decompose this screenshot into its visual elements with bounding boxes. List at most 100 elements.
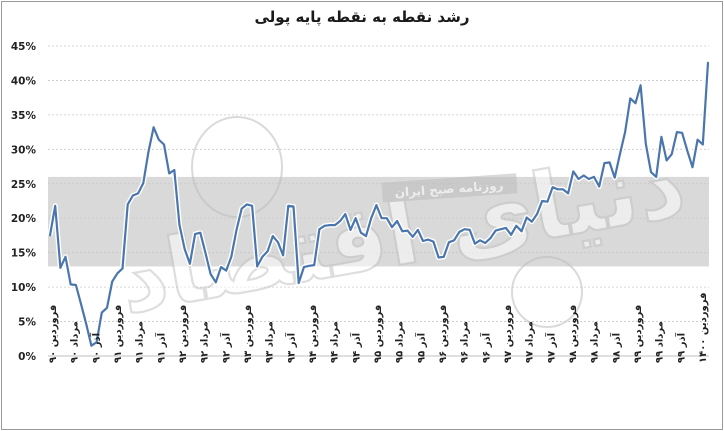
data-point	[453, 239, 456, 242]
data-point	[608, 161, 611, 164]
data-point	[707, 61, 709, 64]
data-point	[489, 237, 492, 240]
data-point	[282, 254, 285, 257]
data-point	[613, 176, 616, 179]
data-point	[370, 217, 373, 220]
x-tick-label: فروردین ۹۴	[308, 305, 319, 363]
highlight-band	[48, 176, 709, 267]
data-point	[598, 185, 601, 188]
data-point	[308, 264, 310, 267]
data-point	[194, 233, 196, 235]
data-point	[463, 228, 466, 231]
x-tick-label: آذر ۹۷	[544, 332, 557, 363]
data-point	[251, 204, 253, 207]
data-point	[562, 188, 564, 191]
data-point	[339, 220, 342, 222]
data-point	[515, 224, 518, 227]
x-tick-label: فروردین ۹۸	[568, 305, 579, 363]
data-point	[318, 228, 321, 231]
data-point	[479, 239, 481, 242]
data-point	[593, 175, 595, 178]
y-tick-label: 25%	[11, 179, 37, 191]
chart-title: رشد نقطه به نقطه پایه پولی	[254, 8, 470, 26]
watermark-ring	[191, 116, 283, 218]
data-point	[665, 159, 668, 162]
data-point	[173, 169, 176, 171]
data-point	[587, 178, 590, 180]
data-point	[458, 231, 461, 233]
data-point	[256, 265, 259, 268]
data-point	[142, 182, 145, 184]
x-tick-label: مرداد ۹۸	[590, 321, 601, 363]
data-point	[629, 97, 632, 100]
data-point	[69, 283, 72, 286]
data-point	[541, 200, 544, 202]
data-point	[401, 230, 404, 233]
y-tick-label: 5%	[18, 317, 36, 329]
data-point	[225, 269, 228, 272]
data-point	[411, 235, 414, 238]
data-point	[681, 131, 683, 134]
data-point	[147, 151, 150, 153]
x-tick-label: مرداد ۹۷	[525, 321, 536, 363]
x-tick-label: فروردین ۹۰	[48, 305, 59, 363]
y-tick-label: 20%	[11, 213, 37, 225]
data-point	[432, 240, 435, 243]
data-point	[525, 216, 528, 219]
data-point	[100, 311, 103, 314]
y-tick-label: 15%	[11, 248, 37, 260]
data-point	[230, 255, 233, 258]
data-point	[468, 229, 471, 231]
data-point	[676, 131, 678, 134]
data-point	[375, 204, 378, 207]
data-point	[499, 228, 502, 231]
data-point	[354, 217, 357, 220]
x-tick-label: آذر ۹۱	[154, 332, 167, 363]
data-point	[650, 171, 652, 173]
data-point	[639, 84, 642, 87]
data-point	[551, 186, 554, 189]
data-point	[696, 138, 699, 141]
x-tick-label: مرداد ۹۹	[655, 321, 666, 363]
data-point	[344, 213, 347, 215]
data-point	[655, 175, 658, 178]
data-point	[220, 266, 222, 269]
data-point	[292, 205, 295, 208]
x-tick-label: آذر ۹۲	[219, 332, 232, 363]
data-point	[660, 136, 663, 138]
data-point	[619, 153, 621, 156]
data-point	[442, 255, 445, 258]
data-point	[572, 170, 575, 173]
x-tick-label: مرداد ۹۲	[200, 321, 211, 363]
data-point	[670, 153, 673, 156]
data-point	[520, 230, 523, 233]
data-point	[235, 229, 238, 231]
data-point	[391, 226, 393, 229]
data-point	[90, 344, 93, 347]
x-tick-label: آذر ۹۵	[414, 332, 427, 363]
data-point	[152, 126, 155, 129]
x-tick-label: مرداد ۹۶	[460, 321, 471, 363]
x-tick-label: مرداد ۹۱	[135, 321, 146, 363]
data-point	[168, 172, 171, 175]
x-tick-label: آذر ۹۶	[479, 332, 492, 363]
watermark-tag-box	[381, 173, 518, 203]
data-point	[577, 178, 580, 180]
series-line	[48, 62, 710, 347]
data-point	[266, 250, 269, 253]
x-tick-label: آذر ۹۹	[674, 332, 687, 363]
x-tick-label: مرداد ۹۰	[70, 321, 81, 363]
data-point	[287, 204, 290, 207]
data-point	[313, 264, 316, 266]
data-point	[546, 200, 549, 203]
data-point	[209, 273, 212, 275]
x-tick-label: فروردین ۹۹	[633, 305, 644, 363]
y-tick-label: 10%	[11, 282, 37, 294]
x-tick-label: فروردین ۹۱	[113, 305, 124, 363]
data-point	[624, 131, 627, 134]
x-tick-label: فروردین ۹۷	[503, 305, 514, 363]
data-point	[603, 162, 606, 165]
data-point	[448, 241, 450, 244]
x-tick-label: فروردین ۹۲	[178, 305, 189, 363]
